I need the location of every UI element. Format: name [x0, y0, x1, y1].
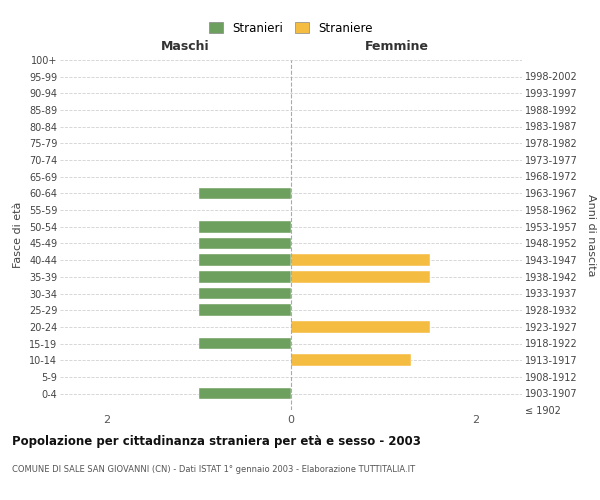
- Y-axis label: Fasce di età: Fasce di età: [13, 202, 23, 268]
- Bar: [291, 254, 430, 266]
- Legend: Stranieri, Straniere: Stranieri, Straniere: [204, 17, 378, 40]
- Bar: [291, 354, 411, 366]
- Bar: [199, 254, 291, 266]
- Text: COMUNE DI SALE SAN GIOVANNI (CN) - Dati ISTAT 1° gennaio 2003 - Elaborazione TUT: COMUNE DI SALE SAN GIOVANNI (CN) - Dati …: [12, 465, 415, 474]
- Bar: [199, 388, 291, 400]
- Text: Femmine: Femmine: [365, 40, 429, 53]
- Bar: [199, 271, 291, 282]
- Bar: [199, 221, 291, 232]
- Bar: [199, 288, 291, 300]
- Bar: [199, 238, 291, 250]
- Bar: [199, 304, 291, 316]
- Bar: [291, 321, 430, 332]
- Y-axis label: Anni di nascita: Anni di nascita: [586, 194, 596, 276]
- Text: Popolazione per cittadinanza straniera per età e sesso - 2003: Popolazione per cittadinanza straniera p…: [12, 435, 421, 448]
- Bar: [199, 188, 291, 200]
- Text: Maschi: Maschi: [160, 40, 209, 53]
- Bar: [291, 271, 430, 282]
- Bar: [199, 338, 291, 349]
